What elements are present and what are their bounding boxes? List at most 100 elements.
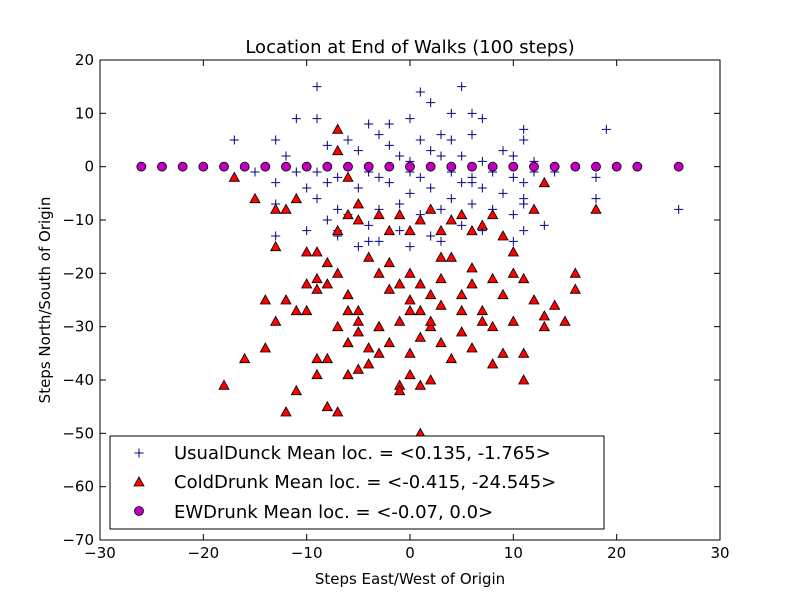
usualdunck-point xyxy=(426,231,436,241)
usualdunck-point xyxy=(395,199,405,209)
usualdunck-point xyxy=(291,114,301,124)
colddrunk-point xyxy=(590,203,602,214)
colddrunk-point xyxy=(486,320,499,332)
usualdunck-point xyxy=(312,82,322,92)
y-tick-label: −20 xyxy=(62,264,94,282)
usualdunck-point xyxy=(601,124,611,134)
colddrunk-point xyxy=(362,251,375,262)
usualdunck-point xyxy=(405,242,415,252)
colddrunk-point xyxy=(538,176,551,188)
usualdunck-point xyxy=(467,108,477,118)
ewdrunk-point xyxy=(549,161,560,172)
y-axis-label: Steps North/South of Origin xyxy=(36,197,54,404)
colddrunk-point xyxy=(414,331,427,342)
colddrunk-point xyxy=(476,219,489,230)
colddrunk-point xyxy=(342,171,354,182)
y-tick-label: −10 xyxy=(62,211,94,229)
usualdunck-point xyxy=(405,114,415,124)
usualdunck-point xyxy=(436,236,446,246)
ewdrunk-point xyxy=(508,161,519,172)
usualdunck-point xyxy=(384,178,394,188)
colddrunk-point xyxy=(569,283,582,294)
colddrunk-point xyxy=(373,267,385,278)
usualdunck-point xyxy=(312,167,322,177)
usualdunck-point xyxy=(477,114,487,124)
chart-title: Location at End of Walks (100 steps) xyxy=(245,37,574,58)
colddrunk-point xyxy=(435,224,447,236)
ewdrunk-point xyxy=(632,161,643,172)
usualdunck-point xyxy=(591,172,601,182)
usualdunck-point xyxy=(312,114,322,124)
colddrunk-point xyxy=(466,224,478,236)
y-tick-label: 0 xyxy=(84,158,94,176)
colddrunk-point xyxy=(362,358,375,369)
colddrunk-point xyxy=(290,192,303,204)
colddrunk-point xyxy=(280,406,292,417)
usualdunck-point xyxy=(322,140,332,150)
x-tick-label: 10 xyxy=(504,544,523,562)
colddrunk-point xyxy=(507,315,520,326)
colddrunk-point xyxy=(269,240,282,252)
colddrunk-point xyxy=(538,320,551,332)
usualdunck-point xyxy=(353,183,363,193)
colddrunk-point xyxy=(269,203,282,214)
colddrunk-point xyxy=(342,288,354,300)
usualdunck-point xyxy=(291,167,301,177)
colddrunk-point xyxy=(300,246,313,257)
colddrunk-point xyxy=(414,379,427,390)
usualdunck-point xyxy=(539,220,549,230)
usualdunck-point xyxy=(446,194,456,204)
legend-symbol-usualdunck xyxy=(134,448,144,458)
ewdrunk-point xyxy=(425,161,436,172)
usualdunck-point xyxy=(519,178,529,188)
colddrunk-point xyxy=(497,347,509,358)
usualdunck-point xyxy=(374,236,384,246)
ewdrunk-point xyxy=(136,161,147,172)
ewdrunk-point xyxy=(260,161,271,172)
colddrunk-point xyxy=(404,224,416,236)
y-tick-label: 10 xyxy=(75,104,94,122)
colddrunk-point xyxy=(455,288,468,300)
colddrunk-point xyxy=(569,267,582,278)
colddrunk-point xyxy=(228,171,241,182)
colddrunk-point xyxy=(414,214,427,225)
colddrunk-point xyxy=(238,352,251,364)
x-axis-label: Steps East/West of Origin xyxy=(315,570,505,588)
colddrunk-point xyxy=(311,283,323,294)
colddrunk-point xyxy=(352,214,365,225)
y-tick-label: −60 xyxy=(62,478,94,496)
colddrunk-point xyxy=(393,278,406,289)
colddrunk-point xyxy=(373,320,385,332)
ewdrunk-point xyxy=(157,161,167,172)
colddrunk-point xyxy=(486,358,499,369)
colddrunk-point xyxy=(321,256,334,268)
colddrunk-point xyxy=(321,400,334,412)
colddrunk-point xyxy=(404,304,416,316)
usualdunck-point xyxy=(374,130,384,140)
colddrunk-point xyxy=(259,342,272,353)
colddrunk-point xyxy=(424,320,437,332)
colddrunk-point xyxy=(352,326,365,337)
usualdunck-point xyxy=(281,151,291,161)
series-colddrunk xyxy=(218,123,602,438)
colddrunk-point xyxy=(342,336,354,348)
usualdunck-point xyxy=(364,236,374,246)
x-tick-label: 0 xyxy=(405,544,415,562)
usualdunck-point xyxy=(436,151,446,161)
usualdunck-point xyxy=(477,183,487,193)
usualdunck-point xyxy=(457,151,467,161)
ewdrunk-point xyxy=(467,161,477,172)
usualdunck-point xyxy=(395,151,405,161)
usualdunck-point xyxy=(477,156,487,166)
colddrunk-point xyxy=(383,283,396,294)
usualdunck-point xyxy=(229,135,239,145)
colddrunk-point xyxy=(507,246,520,257)
colddrunk-point xyxy=(290,384,303,396)
ewdrunk-point xyxy=(281,161,291,172)
colddrunk-point xyxy=(404,368,416,380)
usualdunck-point xyxy=(353,146,363,156)
y-tick-label: −30 xyxy=(62,318,94,336)
usualdunck-point xyxy=(591,194,601,204)
usualdunck-point xyxy=(457,178,467,188)
ewdrunk-point xyxy=(322,161,333,172)
